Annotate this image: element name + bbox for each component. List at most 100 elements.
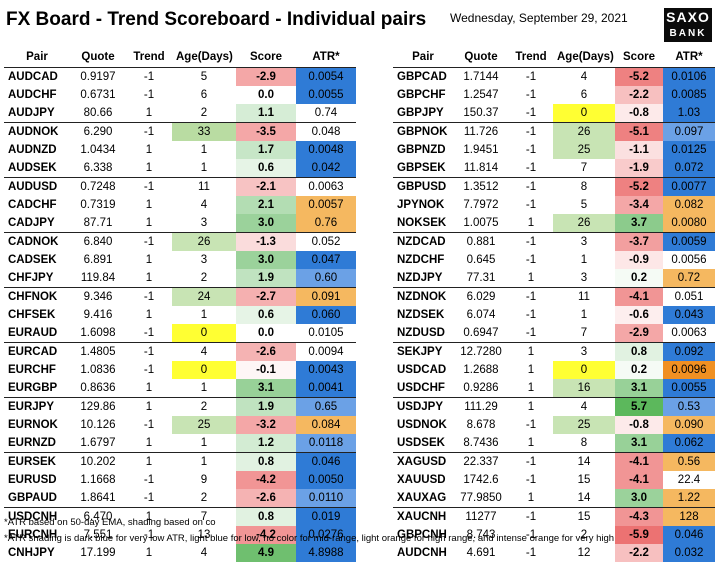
pair-cell: GBPCAD: [393, 66, 453, 86]
logo-line-2: BANK: [669, 28, 707, 39]
pair-cell: USDCAD: [397, 363, 447, 376]
score-cell: -4.3: [615, 506, 663, 526]
atr-cell: 0.60: [296, 268, 356, 287]
score-cell: -2.9: [236, 66, 296, 86]
trend-cell: -1: [525, 326, 537, 339]
score-cell: -2.9: [615, 323, 663, 342]
atr-cell: 0.0094: [296, 341, 356, 361]
pair-cell: EURGBP: [8, 381, 58, 394]
pair-cell: AUDCHF: [8, 88, 57, 101]
quote-cell: 1.8641: [80, 491, 116, 504]
table-row: USDCHF 0.9286 1 16 3.1 0.0055: [393, 378, 715, 397]
age-cell: 3: [553, 231, 615, 251]
atr-cell: 0.0110: [296, 488, 356, 507]
score-cell: -2.2: [615, 543, 663, 562]
quote-cell: 119.84: [80, 271, 116, 284]
score-cell: -5.9: [615, 525, 663, 544]
pair-cell: GBPJPY: [397, 106, 444, 119]
quote-cell: 1.2547: [463, 88, 499, 101]
age-cell: 2: [200, 271, 208, 284]
quote-cell: 77.31: [466, 271, 496, 284]
trend-cell: -1: [126, 66, 172, 86]
table-row: CHFNOK 9.346 -1 24 -2.7 0.091: [4, 286, 356, 306]
column-header: Age(Days): [176, 51, 233, 64]
age-cell: 9: [200, 473, 208, 486]
quote-cell: 11.726: [453, 121, 509, 141]
age-cell: 16: [553, 378, 615, 397]
atr-cell: 0.0057: [296, 195, 356, 214]
score-cell: -0.6: [615, 305, 663, 324]
atr-cell: 22.4: [663, 470, 715, 489]
score-cell: 0.0: [236, 85, 296, 104]
trend-cell: 1: [527, 381, 535, 394]
table-row: EURAUD 1.6098 -1 0 0.0 0.0105: [4, 323, 356, 342]
atr-cell: 0.0041: [296, 378, 356, 397]
quote-cell: 77.9850: [460, 491, 502, 504]
scoreboard-table-right: Pair Quote Trend Age(Days) Score ATR* GBPCAD 1.…: [393, 48, 715, 562]
age-cell: 25: [172, 415, 236, 434]
score-cell: 0.8: [236, 451, 296, 471]
trend-cell: -1: [509, 231, 553, 251]
pair-cell: USDSEK: [397, 436, 445, 449]
pair-cell: NOKSEK: [397, 216, 447, 229]
score-cell: -3.7: [615, 231, 663, 251]
quote-cell: 6.338: [83, 161, 113, 174]
trend-cell: -1: [126, 341, 172, 361]
column-header: ATR*: [675, 51, 703, 64]
pair-cell: EURCAD: [4, 341, 70, 361]
table-row: GBPJPY 150.37 -1 0 -0.8 1.03: [393, 103, 715, 122]
atr-cell: 0.0085: [663, 85, 715, 104]
age-cell: 3: [580, 271, 588, 284]
age-cell: 3: [553, 341, 615, 361]
atr-cell: 0.0118: [296, 433, 356, 452]
age-cell: 2: [200, 491, 208, 504]
atr-cell: 0.53: [663, 396, 715, 416]
score-cell: -0.8: [615, 415, 663, 434]
trend-cell: -1: [509, 451, 553, 471]
age-cell: 7: [580, 161, 588, 174]
score-cell: -5.2: [615, 176, 663, 196]
age-cell: 1: [200, 308, 208, 321]
atr-cell: 0.072: [663, 158, 715, 177]
table-row: GBPCHF 1.2547 -1 6 -2.2 0.0085: [393, 85, 715, 104]
pair-cell: AUDCAD: [4, 66, 70, 86]
table-row: EURNOK 10.126 -1 25 -3.2 0.084: [4, 415, 356, 434]
age-cell: 7: [580, 326, 588, 339]
table-row: EURCAD 1.4805 -1 4 -2.6 0.0094: [4, 341, 356, 361]
table-row: EURUSD 1.1668 -1 9 -4.2 0.0050: [4, 470, 356, 489]
logo-line-1: SAXO: [666, 9, 710, 25]
age-cell: 0: [553, 103, 615, 122]
table-row: CNHJPY 17.199 1 4 4.9 4.8988: [4, 543, 356, 562]
score-cell: 0.8: [236, 506, 296, 526]
page-title: FX Board - Trend Scoreboard - Individual…: [6, 9, 427, 30]
age-cell: 1: [580, 253, 588, 266]
pair-cell: GBPUSD: [393, 176, 453, 196]
table-row: NZDCHF 0.645 -1 1 -0.9 0.0056: [393, 250, 715, 269]
quote-cell: 7.7972: [463, 198, 499, 211]
trend-cell: -1: [525, 88, 537, 101]
age-cell: 15: [553, 506, 615, 526]
table-row: EURGBP 0.8636 1 1 3.1 0.0041: [4, 378, 356, 397]
pair-cell: USDNOK: [397, 418, 447, 431]
score-cell: -2.1: [236, 176, 296, 196]
age-cell: 1: [172, 451, 236, 471]
trend-cell: -1: [525, 143, 537, 156]
score-cell: 0.2: [615, 360, 663, 379]
score-cell: 2.1: [236, 195, 296, 214]
pair-cell: NZDSEK: [397, 308, 445, 321]
atr-cell: 1.03: [663, 103, 715, 122]
quote-cell: 8.678: [466, 418, 496, 431]
age-cell: 4: [553, 396, 615, 416]
table-row: GBPNZD 1.9451 -1 25 -1.1 0.0125: [393, 140, 715, 159]
age-cell: 24: [172, 286, 236, 306]
score-cell: 1.7: [236, 140, 296, 159]
table-row: GBPAUD 1.8641 -1 2 -2.6 0.0110: [4, 488, 356, 507]
quote-cell: 1742.6: [463, 473, 499, 486]
trend-cell: -1: [509, 121, 553, 141]
atr-cell: 0.046: [663, 525, 715, 544]
atr-cell: 0.0080: [663, 213, 715, 232]
trend-cell: 1: [126, 506, 172, 526]
atr-cell: 0.0063: [663, 323, 715, 342]
pair-cell: CADJPY: [8, 216, 55, 229]
quote-cell: 6.840: [70, 231, 126, 251]
